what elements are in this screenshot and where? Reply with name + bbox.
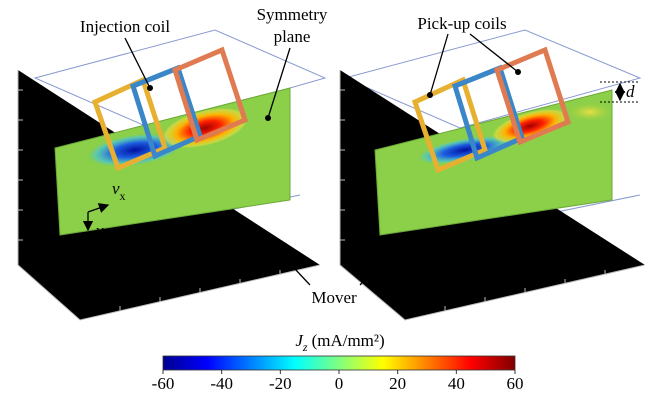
tick-label: -40 (210, 374, 233, 393)
field-positive (565, 102, 615, 122)
unit: (mA/mm²) (312, 331, 385, 350)
tick-label: 20 (389, 374, 406, 393)
symmetry-label: plane (274, 27, 311, 46)
panel-b: Pick-up coils d (b) (340, 14, 645, 320)
tick-label: 60 (507, 374, 524, 393)
subscript: x (120, 189, 126, 203)
dot (427, 92, 433, 98)
mover-label: Mover (311, 288, 357, 307)
tick-label: -20 (269, 374, 292, 393)
gap-label: d (626, 82, 635, 101)
colorbar-title: Jz(mA/mm²) (295, 331, 384, 354)
panel-label: (a) (98, 289, 118, 308)
figure: Injection coil Symmetry plane vx vz (a) … (0, 0, 664, 394)
subscript: z (104, 231, 109, 245)
injection-coil-label: Injection coil (80, 17, 170, 36)
panel-label: (b) (418, 289, 439, 308)
colorbar-scale (163, 356, 515, 370)
tick-label: 0 (335, 374, 344, 393)
dot (515, 69, 521, 75)
tick-label: 40 (448, 374, 465, 393)
panel-a: Injection coil Symmetry plane vx vz (a) (18, 5, 328, 320)
pickup-label: Pick-up coils (417, 14, 506, 33)
tick-label: -60 (152, 374, 175, 393)
subscript: z (302, 340, 308, 354)
dot (147, 85, 153, 91)
dot (265, 115, 271, 121)
symmetry-label: Symmetry (257, 5, 328, 24)
